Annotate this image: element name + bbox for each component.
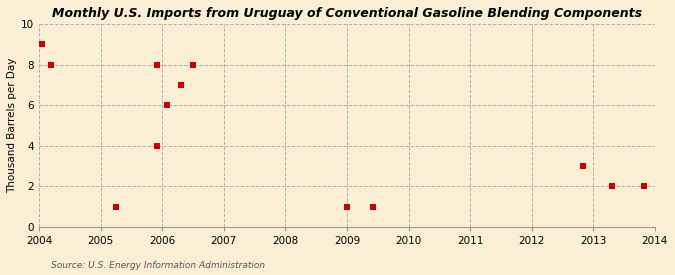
Point [367, 205, 378, 209]
Point [176, 82, 186, 87]
Title: Monthly U.S. Imports from Uruguay of Conventional Gasoline Blending Components: Monthly U.S. Imports from Uruguay of Con… [52, 7, 642, 20]
Point [152, 62, 163, 67]
Point [152, 144, 163, 148]
Point [606, 184, 617, 189]
Point [36, 42, 47, 46]
Point [46, 62, 57, 67]
Text: Source: U.S. Energy Information Administration: Source: U.S. Energy Information Administ… [51, 260, 265, 270]
Y-axis label: Thousand Barrels per Day: Thousand Barrels per Day [7, 58, 17, 193]
Point [162, 103, 173, 107]
Point [577, 164, 588, 168]
Point [111, 205, 122, 209]
Point [188, 62, 198, 67]
Point [342, 205, 352, 209]
Point [639, 184, 650, 189]
